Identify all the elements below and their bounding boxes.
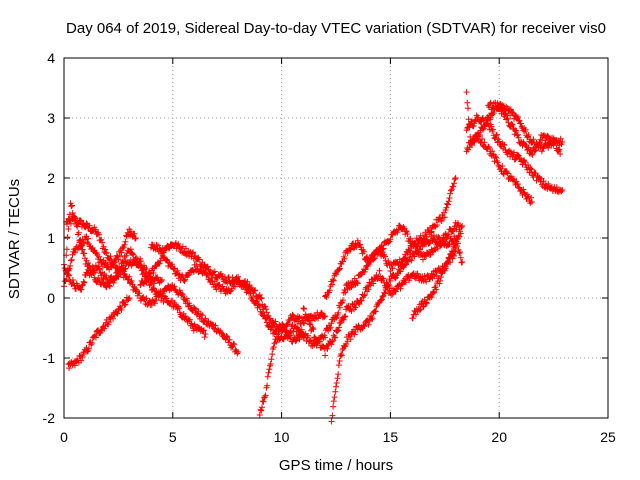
- y-tick-label: 0: [47, 290, 55, 306]
- y-tick-label: 4: [47, 50, 55, 66]
- series-12-markers: [409, 223, 466, 322]
- series-2-markers: [65, 294, 133, 372]
- x-tick-label: 25: [600, 429, 616, 445]
- y-tick-label: 2: [47, 170, 55, 186]
- series-15: [463, 131, 535, 207]
- series-7: [137, 250, 307, 343]
- axis-ticks: 0 5 10 15 20 25 -2 -1 0 1 2 3 4: [43, 50, 616, 445]
- series-16-markers: [485, 99, 564, 158]
- series-2: [65, 294, 133, 372]
- data-points: [61, 89, 566, 425]
- x-tick-label: 20: [491, 429, 507, 445]
- y-axis-label: SDTVAR / TECUs: [6, 179, 23, 299]
- y-tick-label: -1: [43, 350, 56, 366]
- series-10-markers: [300, 247, 459, 359]
- series-11-markers: [322, 219, 464, 300]
- series-5-markers: [63, 200, 209, 341]
- y-tick-label: -2: [43, 410, 56, 426]
- series-7-markers: [137, 250, 307, 343]
- grid-lines: [64, 58, 608, 418]
- series-12: [409, 223, 466, 322]
- series-14-markers: [463, 112, 566, 195]
- series-15-markers: [463, 131, 535, 207]
- plot-frame: [63, 57, 609, 419]
- x-tick-label: 10: [274, 429, 290, 445]
- series-10: [300, 247, 459, 359]
- y-tick-label: 1: [47, 230, 55, 246]
- x-tick-label: 0: [60, 429, 68, 445]
- series-16: [485, 99, 564, 158]
- y-tick-label: 3: [47, 110, 55, 126]
- x-tick-label: 5: [169, 429, 177, 445]
- x-tick-label: 15: [383, 429, 399, 445]
- series-14: [463, 112, 566, 195]
- series-11: [322, 219, 464, 300]
- series-5: [63, 200, 209, 341]
- x-axis-label: GPS time / hours: [279, 457, 393, 474]
- chart-title: Day 064 of 2019, Sidereal Day-to-day VTE…: [66, 20, 606, 37]
